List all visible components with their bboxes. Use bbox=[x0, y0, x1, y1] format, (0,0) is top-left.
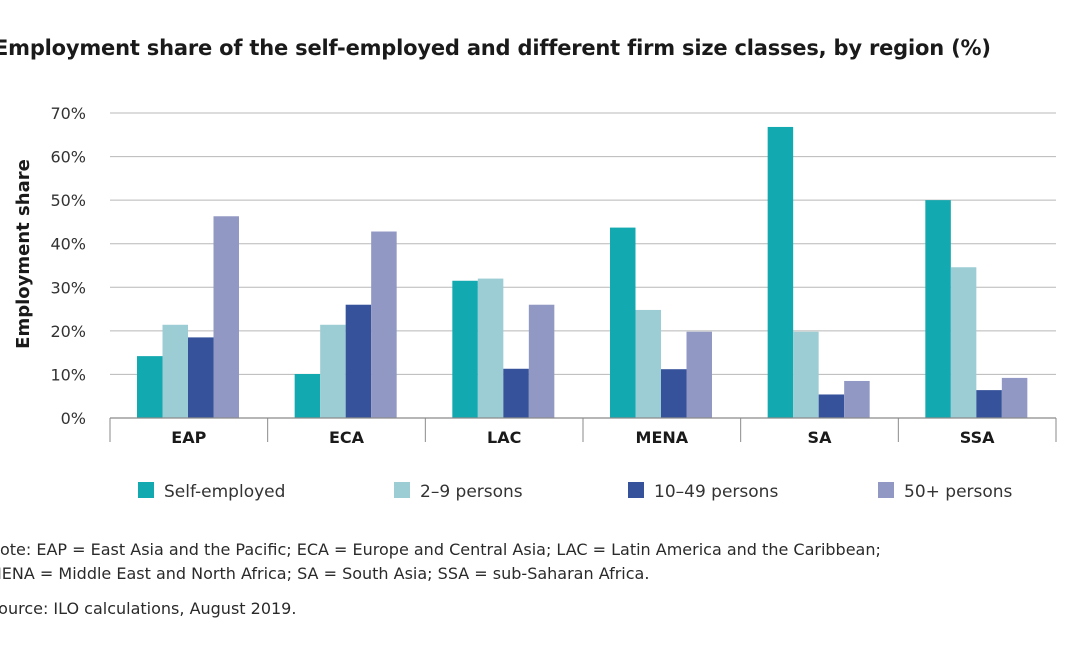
y-tick-label: 40% bbox=[50, 235, 86, 254]
bar-ssa-series-4 bbox=[1001, 377, 1028, 418]
bar-eca-series-1 bbox=[294, 373, 321, 418]
legend-swatch bbox=[138, 482, 154, 498]
legend-label: 10–49 persons bbox=[654, 482, 778, 502]
x-tick-label: SA bbox=[808, 428, 833, 447]
bar-eca-series-3 bbox=[345, 304, 372, 418]
legend: Self-employed 2–9 persons 10–49 persons 50+… bbox=[138, 482, 1013, 502]
bar-mena-series-2 bbox=[635, 309, 661, 418]
chart-title: Employment share of the self-employed an… bbox=[0, 36, 991, 60]
y-tick-label: 10% bbox=[50, 365, 86, 384]
bar-mena-series-3 bbox=[661, 369, 687, 418]
x-tick-label: MENA bbox=[636, 428, 689, 447]
bar-mena-series-4 bbox=[686, 331, 712, 418]
bar-eap-series-2 bbox=[162, 324, 188, 418]
bar-mena-series-1 bbox=[610, 227, 636, 418]
bar-eap-series-1 bbox=[137, 356, 163, 418]
y-tick-label: 20% bbox=[50, 322, 86, 341]
legend-swatch bbox=[878, 482, 894, 498]
y-tick-label: 60% bbox=[50, 148, 86, 167]
y-tick-label: 0% bbox=[61, 409, 86, 428]
bar-sa-series-1 bbox=[767, 126, 794, 418]
gridlines bbox=[110, 112, 1056, 375]
y-tick-label: 50% bbox=[50, 191, 86, 210]
bar-lac-series-1 bbox=[452, 280, 478, 418]
bar-ssa-series-3 bbox=[976, 390, 1002, 418]
legend-swatch bbox=[394, 482, 410, 498]
bar-ssa-series-1 bbox=[925, 200, 951, 418]
legend-swatch bbox=[628, 482, 644, 498]
bar-lac-series-2 bbox=[477, 278, 504, 418]
legend-label: 50+ persons bbox=[904, 482, 1013, 502]
bar-sa-series-4 bbox=[844, 380, 870, 418]
y-axis-ticks: 0% 10% 20% 30% 40% 50% 60% 70% bbox=[50, 104, 86, 428]
x-tick-label: LAC bbox=[487, 428, 521, 447]
y-tick-label: 70% bbox=[50, 104, 86, 123]
bars bbox=[137, 126, 1028, 418]
bar-sa-series-2 bbox=[793, 331, 819, 418]
bar-sa-series-3 bbox=[818, 394, 845, 418]
y-axis-label: Employment share bbox=[13, 159, 34, 349]
bar-lac-series-4 bbox=[528, 304, 555, 418]
bar-eca-series-2 bbox=[320, 324, 346, 418]
bar-eca-series-4 bbox=[371, 231, 397, 418]
note-line-2: MENA = Middle East and North Africa; SA … bbox=[0, 564, 650, 583]
x-tick-label: SSA bbox=[960, 428, 995, 447]
x-tick-label: ECA bbox=[329, 428, 365, 447]
legend-label: Self-employed bbox=[164, 482, 285, 502]
bar-eap-series-3 bbox=[188, 337, 214, 418]
bar-ssa-series-2 bbox=[950, 267, 977, 418]
bar-lac-series-3 bbox=[503, 368, 529, 418]
source-note: Source: ILO calculations, August 2019. bbox=[0, 599, 297, 618]
legend-label: 2–9 persons bbox=[420, 482, 523, 502]
x-tick-label: EAP bbox=[171, 428, 206, 447]
note-line-1: Note: EAP = East Asia and the Pacific; E… bbox=[0, 540, 881, 559]
bar-eap-series-4 bbox=[213, 216, 239, 418]
y-tick-label: 30% bbox=[50, 278, 86, 297]
x-axis: EAP ECA LAC MENA SA SSA bbox=[109, 417, 1057, 447]
